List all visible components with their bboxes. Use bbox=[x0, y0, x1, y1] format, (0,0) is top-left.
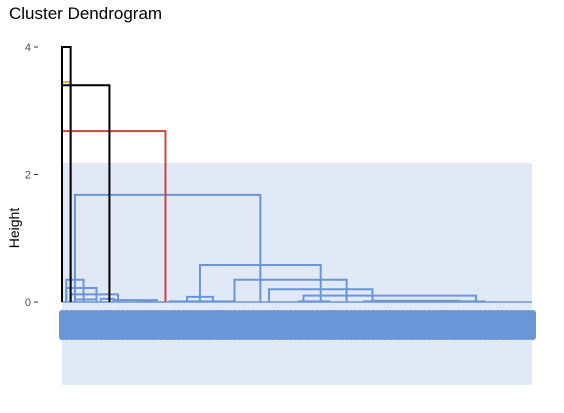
dendrogram-branch bbox=[298, 300, 331, 303]
dendrogram-branch bbox=[112, 299, 158, 302]
dendrogram-branch bbox=[61, 46, 72, 302]
dendrogram-branch bbox=[168, 300, 236, 303]
y-tick-label: 0 bbox=[25, 297, 31, 309]
dendrogram-branch bbox=[138, 300, 154, 303]
leaf-label bbox=[529, 310, 536, 340]
chart-title: Cluster Dendrogram bbox=[9, 4, 163, 23]
dendrogram-branch bbox=[73, 193, 262, 302]
dendrogram-branch bbox=[302, 294, 477, 302]
y-tick-label: 4 bbox=[25, 42, 31, 54]
dendrogram-branch bbox=[233, 278, 348, 302]
y-axis-title: Height bbox=[6, 208, 22, 249]
y-tick-label: 2 bbox=[25, 170, 31, 182]
cluster-highlight-rect bbox=[62, 163, 532, 385]
